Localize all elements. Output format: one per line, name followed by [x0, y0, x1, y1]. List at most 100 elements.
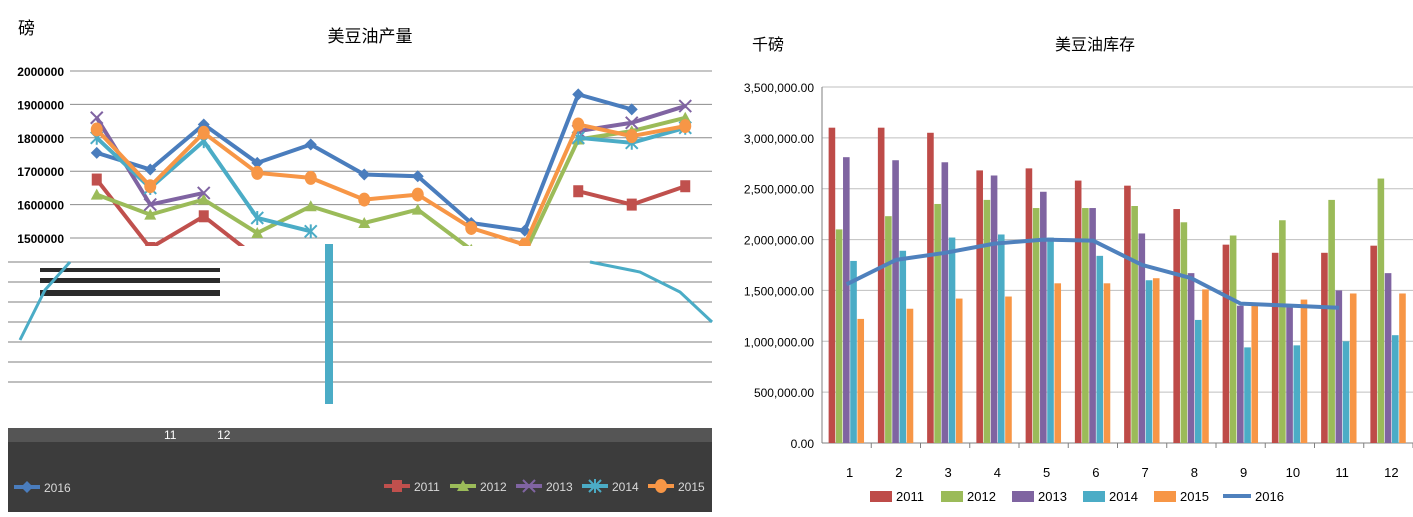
left-legend-marker-2015	[655, 479, 667, 493]
right-x-tick-label: 3	[945, 465, 952, 480]
right-legend-swatch-2014	[1083, 491, 1105, 502]
left-point-2014	[304, 224, 318, 239]
left-point-2015	[411, 187, 424, 202]
right-x-tick-label: 1	[846, 465, 853, 480]
right-bar-2015	[1300, 299, 1308, 443]
right-bar-2012	[1131, 206, 1138, 443]
right-bar-2012	[983, 199, 991, 443]
right-bar-2013	[1138, 233, 1146, 443]
left-point-2013	[143, 197, 157, 212]
right-x-tick-label: 5	[1043, 465, 1050, 480]
right-bar-2012	[1180, 222, 1188, 443]
right-bar-2011	[1321, 252, 1328, 443]
right-bar-2011	[1025, 168, 1033, 443]
right-bar-2015	[1251, 303, 1259, 443]
left-legend-marker-2011	[392, 480, 402, 492]
left-point-2013	[625, 116, 639, 130]
left-point-2013	[197, 186, 211, 200]
right-bar-2014	[1047, 237, 1054, 443]
right-y-unit: 千磅	[752, 36, 784, 54]
right-bar-2013	[1384, 273, 1392, 443]
right-bar-2015	[955, 298, 963, 443]
left-y-tick-label: 1900000	[17, 98, 64, 112]
left-point-2015	[358, 192, 371, 207]
left-point-2013	[90, 111, 104, 125]
left-point-2011	[91, 173, 102, 186]
right-bar-2012	[885, 216, 892, 443]
right-x-tick-label: 2	[895, 465, 902, 480]
left-legend-marker-2016	[21, 481, 33, 493]
left-xaxis-strip	[8, 428, 712, 442]
right-y-tick-label: 2,000,000.00	[744, 234, 814, 248]
left-point-2016	[411, 170, 424, 183]
left-chart-title: 美豆油产量	[328, 27, 413, 46]
right-bar-2011	[1271, 252, 1279, 443]
left-point-2011	[573, 185, 584, 198]
left-point-2011	[198, 210, 209, 223]
right-bar-2014	[850, 260, 857, 443]
left-y-tick-label: 1800000	[17, 132, 64, 146]
left-point-2015	[144, 179, 157, 194]
right-bar-2013	[941, 162, 949, 444]
right-bar-2012	[835, 229, 843, 443]
right-bar-2014	[1342, 341, 1350, 443]
right-bar-2015	[906, 308, 914, 443]
right-bar-2014	[1145, 280, 1153, 443]
right-bar-2013	[1286, 305, 1293, 443]
right-legend-label-2014: 2014	[1109, 489, 1138, 504]
left-series-line-2015	[95, 122, 686, 247]
left-legend-band	[8, 442, 712, 512]
right-y-tick-label: 2,500,000.00	[744, 183, 814, 197]
right-bar-2013	[1335, 290, 1343, 443]
left-y-tick-label: 1600000	[17, 199, 64, 213]
right-bar-2011	[1074, 180, 1082, 443]
left-point-2015	[572, 117, 585, 132]
right-bar-2013	[1089, 208, 1096, 443]
left-legend-marker-2013	[522, 479, 536, 493]
right-bar-2012	[1328, 199, 1335, 443]
left-point-2016	[251, 156, 264, 169]
right-legend-swatch-2012	[941, 491, 963, 502]
right-bar-2015	[1349, 293, 1357, 443]
left-point-2012	[197, 193, 210, 205]
right-bar-2011	[976, 170, 983, 444]
right-x-tick-label: 12	[1384, 465, 1398, 480]
right-bar-2013	[843, 157, 850, 443]
right-bar-2011	[1370, 245, 1377, 443]
right-bar-2011	[828, 127, 836, 443]
right-bar-2015	[1005, 296, 1012, 443]
right-bar-2011	[1222, 244, 1230, 443]
left-legend-label-2016: 2016	[44, 481, 71, 495]
left-point-2015	[304, 170, 317, 185]
right-bar-2012	[1229, 235, 1237, 443]
left-point-2014	[250, 210, 264, 225]
right-y-tick-label: 1,000,000.00	[744, 335, 814, 349]
left-legend-label-2015: 2015	[678, 480, 705, 494]
left-legend-marker-2014	[588, 479, 602, 493]
right-legend-swatch-2015	[1154, 491, 1176, 502]
left-point-2015	[679, 119, 692, 134]
right-bar-2014	[1194, 319, 1202, 443]
right-bar-2012	[1279, 220, 1286, 443]
left-point-2016	[625, 103, 638, 116]
right-legend-label-2011: 2011	[896, 489, 924, 504]
left-point-2012	[144, 208, 157, 220]
left-point-2012	[251, 226, 264, 238]
right-x-tick-label: 11	[1335, 465, 1349, 480]
left-point-2013	[678, 99, 692, 113]
right-bar-2015	[1202, 289, 1209, 443]
right-x-tick-label: 7	[1142, 465, 1149, 480]
right-legend-swatch-2013	[1012, 491, 1034, 502]
right-bar-2013	[990, 175, 998, 443]
right-legend-swatch-2011	[870, 491, 892, 502]
left-glitch-fragment	[18, 261, 72, 341]
left-point-2011	[626, 198, 637, 211]
right-bar-2015	[1399, 293, 1406, 443]
left-y-tick-label: 1500000	[17, 232, 64, 246]
left-glitch-strip	[40, 268, 220, 272]
right-bar-2014	[1293, 345, 1301, 443]
right-bar-2012	[1082, 208, 1089, 443]
right-y-tick-label: 0.00	[791, 437, 815, 451]
